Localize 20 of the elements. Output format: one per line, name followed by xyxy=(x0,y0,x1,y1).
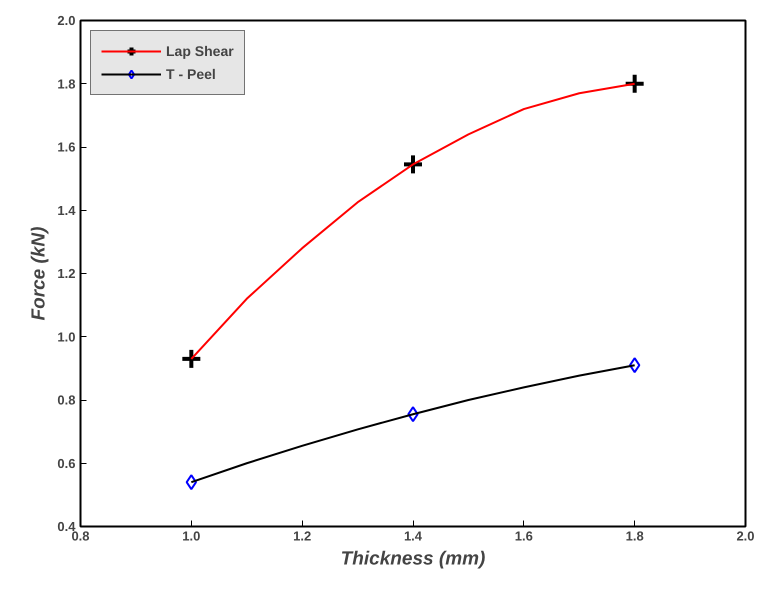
x-tick-label: 1.4 xyxy=(404,528,423,544)
y-tick-label: 0.6 xyxy=(57,456,76,471)
x-tick-label: 2.0 xyxy=(736,528,755,544)
y-tick-label: 1.4 xyxy=(57,202,76,218)
x-tick-label: 1.2 xyxy=(293,528,312,544)
y-tick-label: 0.8 xyxy=(57,392,76,408)
y-axis-title: Force (kN) xyxy=(28,226,50,320)
x-tick-label: 1.0 xyxy=(182,528,200,544)
legend-label: Lap Shear xyxy=(166,43,234,59)
point xyxy=(180,348,202,370)
x-tick-label: 1.8 xyxy=(626,528,644,544)
y-tick-label: 2.0 xyxy=(57,13,76,28)
legend-label: T - Peel xyxy=(166,66,216,82)
x-tick-label: 1.6 xyxy=(514,528,533,544)
y-tick-label: 1.0 xyxy=(57,329,76,344)
y-tick-label: 1.8 xyxy=(57,76,76,92)
line-series xyxy=(190,82,636,360)
y-tick-label: 1.2 xyxy=(57,266,76,281)
x-axis-title: Thickness (mm) xyxy=(340,548,486,570)
y-tick-label: 1.6 xyxy=(57,140,76,154)
